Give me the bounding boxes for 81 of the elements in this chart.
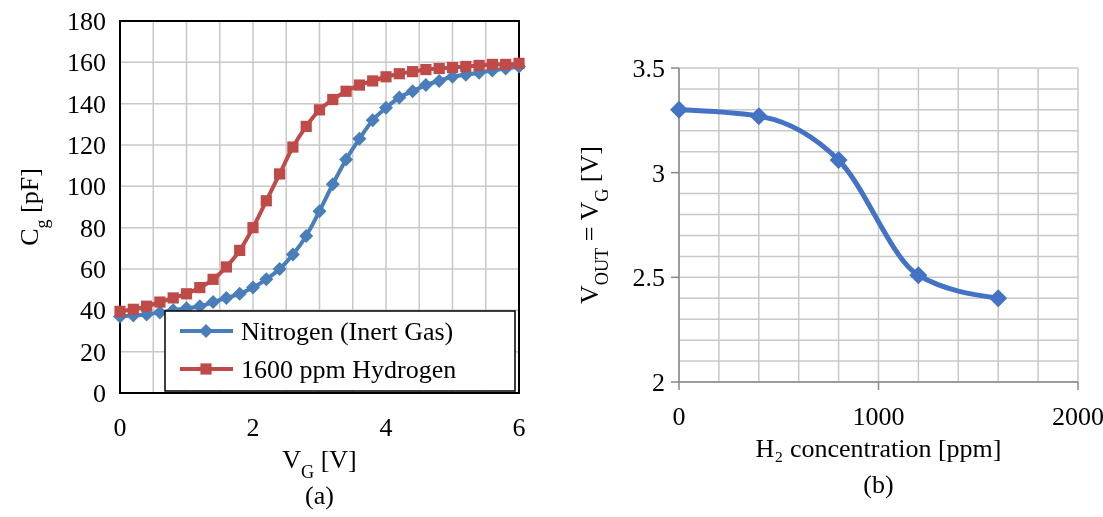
- point: [180, 288, 193, 300]
- point: [207, 273, 219, 285]
- point: [393, 68, 405, 80]
- y-tick-label: 40: [80, 296, 106, 326]
- point: [272, 262, 287, 276]
- x-tick-label: 2: [246, 413, 260, 442]
- point: [259, 272, 274, 287]
- x-tick-label: 1000: [852, 402, 905, 431]
- point: [206, 295, 221, 310]
- y-tick-label: 0: [93, 379, 106, 408]
- y-tick-label: 140: [67, 89, 106, 119]
- point: [327, 93, 339, 106]
- text: (b): [863, 470, 894, 499]
- y-tick-label: 80: [80, 213, 106, 243]
- point: [340, 85, 352, 97]
- point: [141, 300, 153, 312]
- point: [405, 84, 420, 99]
- point: [194, 282, 206, 294]
- point: [287, 141, 299, 153]
- y-tick-label: 160: [67, 48, 106, 78]
- point: [486, 58, 498, 70]
- point: [367, 75, 379, 87]
- x-tick-label: 4: [379, 413, 393, 442]
- point: [353, 79, 365, 91]
- point: [325, 177, 340, 192]
- point: [500, 58, 512, 70]
- x-tick-label: 2000: [1052, 402, 1103, 431]
- point: [829, 151, 848, 170]
- point: [352, 131, 367, 146]
- y-tick-label: 2.5: [632, 263, 665, 293]
- legend-label: 1600 ppm Hydrogen: [241, 355, 457, 384]
- point: [407, 66, 419, 78]
- point: [127, 303, 139, 315]
- point: [379, 100, 393, 115]
- y-tick-label: 100: [67, 172, 106, 202]
- y-tick-label: 3: [652, 158, 665, 188]
- point: [473, 59, 485, 72]
- point: [460, 60, 472, 73]
- point: [167, 292, 179, 304]
- point: [232, 286, 247, 301]
- point: [418, 78, 433, 93]
- point: [392, 90, 407, 105]
- legend-label: Nitrogen (Inert Gas): [241, 317, 454, 346]
- point: [313, 104, 326, 116]
- point: [420, 63, 432, 76]
- point: [432, 73, 447, 88]
- y-tick-label: 180: [67, 7, 106, 36]
- point: [219, 290, 234, 305]
- point: [299, 228, 314, 243]
- point: [220, 261, 232, 273]
- text: (a): [305, 481, 334, 510]
- point: [260, 195, 272, 207]
- point: [246, 280, 260, 295]
- x-axis-title: V$_{G}$ [V]: [282, 445, 357, 482]
- y-tick-label: 120: [67, 131, 106, 160]
- point: [670, 100, 688, 119]
- point: [300, 120, 312, 132]
- point: [365, 113, 380, 128]
- point: [154, 296, 166, 308]
- point: [339, 152, 354, 167]
- point: [234, 244, 246, 256]
- y-tick-label: 2: [652, 368, 665, 397]
- point: [989, 289, 1008, 308]
- point: [247, 222, 259, 234]
- point: [114, 305, 126, 317]
- point: [446, 61, 459, 74]
- point: [312, 204, 327, 219]
- point: [285, 247, 300, 262]
- x-axis-title: H₂ concentration [ppm]: [755, 434, 1002, 463]
- point: [433, 62, 445, 75]
- y-tick-label: 60: [80, 255, 106, 284]
- x-tick-label: 0: [113, 413, 127, 442]
- y-tick-label: 3.5: [632, 54, 665, 83]
- point: [274, 168, 286, 180]
- x-tick-label: 0: [672, 402, 686, 431]
- y-tick-label: 20: [80, 337, 106, 367]
- point: [909, 266, 928, 285]
- point: [513, 57, 525, 69]
- point: [380, 71, 392, 83]
- x-tick-label: 6: [512, 413, 526, 442]
- point: [749, 107, 768, 126]
